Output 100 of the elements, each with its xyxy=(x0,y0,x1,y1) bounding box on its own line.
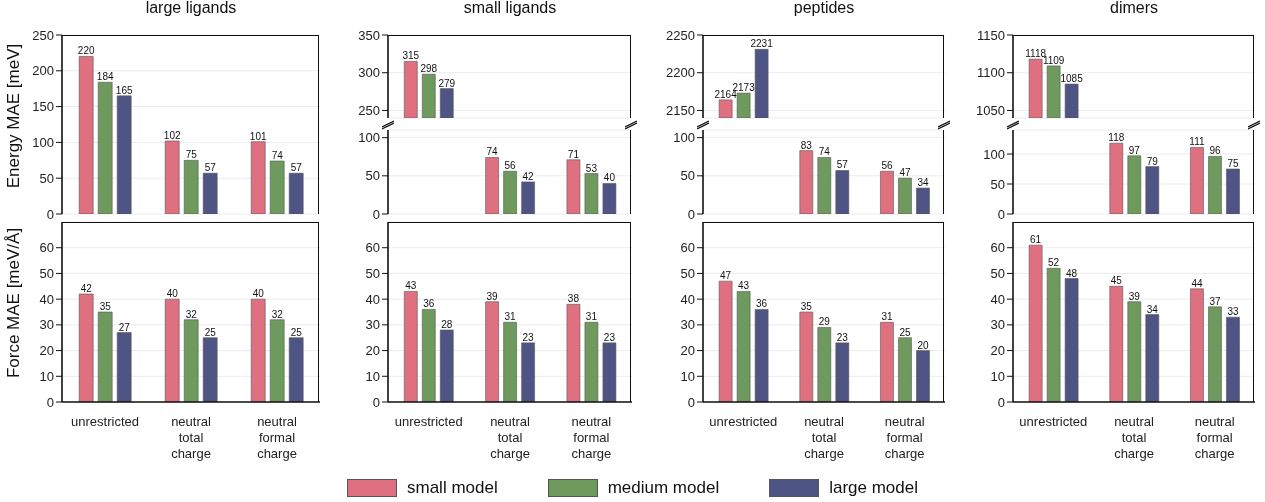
data-label: 42 xyxy=(522,170,535,182)
data-label: 38 xyxy=(567,293,580,305)
bar xyxy=(898,337,912,402)
data-label: 56 xyxy=(881,160,893,172)
y-tick-label: 60 xyxy=(990,240,1005,256)
data-label: 39 xyxy=(1128,290,1141,302)
y-tick-label: 0 xyxy=(372,394,380,410)
bar xyxy=(164,140,180,214)
data-label: 32 xyxy=(271,308,284,320)
data-label: 101 xyxy=(249,130,267,142)
data-label: 29 xyxy=(818,316,831,328)
bar xyxy=(202,337,218,402)
bar xyxy=(880,170,894,214)
chart-title: small ligands xyxy=(462,0,558,17)
data-label: 74 xyxy=(486,146,499,158)
data-label: 57 xyxy=(204,162,217,174)
data-label: 36 xyxy=(423,298,435,310)
y-tick-label: 50 xyxy=(39,170,54,186)
y-tick-label: 20 xyxy=(39,343,54,359)
bar xyxy=(817,157,832,214)
data-label: 23 xyxy=(836,331,849,343)
bar xyxy=(97,81,113,214)
data-label: 57 xyxy=(836,159,849,171)
data-label: 23 xyxy=(522,331,535,343)
bar xyxy=(799,311,814,402)
y-tick-label: 1100 xyxy=(977,65,1005,81)
bar xyxy=(898,177,912,214)
bar xyxy=(183,319,199,402)
y-tick-label: 100 xyxy=(673,130,695,146)
data-label: 52 xyxy=(1048,257,1060,269)
data-label: 31 xyxy=(585,311,598,323)
y-tick-label: 40 xyxy=(680,291,695,307)
data-label: 35 xyxy=(800,301,813,312)
bar xyxy=(116,332,132,402)
bar xyxy=(439,329,454,402)
bar xyxy=(1127,155,1142,214)
bar xyxy=(1190,288,1204,402)
data-label: 43 xyxy=(738,280,750,292)
data-label: 40 xyxy=(166,288,179,300)
y-tick-label: 0 xyxy=(46,394,54,410)
data-label: 23 xyxy=(603,331,616,343)
bar xyxy=(1064,278,1079,402)
data-label: 97 xyxy=(1128,144,1141,156)
y-tick-label: 20 xyxy=(365,343,380,359)
bar xyxy=(164,298,180,402)
y-tick-label: 0 xyxy=(687,394,695,410)
x-tick-label: neutral total charge xyxy=(1114,414,1154,461)
bar xyxy=(602,342,617,402)
data-label: 111 xyxy=(1189,136,1205,148)
y-tick-label: 40 xyxy=(39,291,54,307)
y-tick-label: 0 xyxy=(687,206,695,222)
bar xyxy=(421,309,436,402)
y-tick-label: 30 xyxy=(39,317,54,333)
x-tick-label: unrestricted xyxy=(1019,414,1088,429)
data-label: 75 xyxy=(185,149,198,161)
bar xyxy=(269,319,285,402)
bar xyxy=(250,298,266,402)
bar xyxy=(1226,316,1240,402)
bar xyxy=(97,311,113,402)
data-label: 34 xyxy=(1146,303,1159,315)
y-tick-label: 100 xyxy=(983,146,1005,162)
bar xyxy=(916,187,930,214)
data-label: 35 xyxy=(99,301,112,312)
bar xyxy=(1127,301,1142,402)
x-tick-label: neutral total charge xyxy=(171,414,211,461)
data-label: 61 xyxy=(1030,234,1042,246)
y-tick-label: 2150 xyxy=(666,103,695,119)
y-tick-label: 200 xyxy=(32,63,54,79)
bar xyxy=(1145,166,1160,214)
bar xyxy=(584,173,599,214)
y-tick-label: 60 xyxy=(39,240,54,256)
data-label: 25 xyxy=(899,326,911,338)
bar xyxy=(1109,142,1124,214)
bar xyxy=(1145,314,1160,402)
chart-title: large ligands xyxy=(144,0,238,17)
legend-label: small model xyxy=(406,478,498,498)
y-tick-label: 10 xyxy=(365,368,380,384)
data-label: 31 xyxy=(881,311,893,323)
data-label: 32 xyxy=(185,308,198,320)
bar xyxy=(116,95,132,214)
data-label: 71 xyxy=(567,148,580,160)
y-tick-label: 150 xyxy=(32,99,54,115)
bar xyxy=(521,181,535,214)
bar xyxy=(503,170,517,214)
data-label: 279 xyxy=(438,77,456,89)
y-tick-label: 10 xyxy=(990,368,1005,384)
bar xyxy=(1226,168,1240,214)
y-tick-label: 1050 xyxy=(976,103,1005,119)
y-tick-label: 50 xyxy=(990,266,1005,282)
y-tick-label: 30 xyxy=(680,317,695,333)
data-label: 57 xyxy=(290,162,303,174)
data-label: 40 xyxy=(603,172,616,184)
data-label: 37 xyxy=(1209,295,1221,307)
y-tick-label: 30 xyxy=(365,317,380,333)
y-tick-label: 250 xyxy=(358,103,380,119)
bar xyxy=(602,183,617,214)
y-tick-label: 0 xyxy=(46,206,54,222)
bar xyxy=(78,56,94,214)
x-tick-label: unrestricted xyxy=(394,414,463,429)
data-label: 96 xyxy=(1209,145,1221,157)
